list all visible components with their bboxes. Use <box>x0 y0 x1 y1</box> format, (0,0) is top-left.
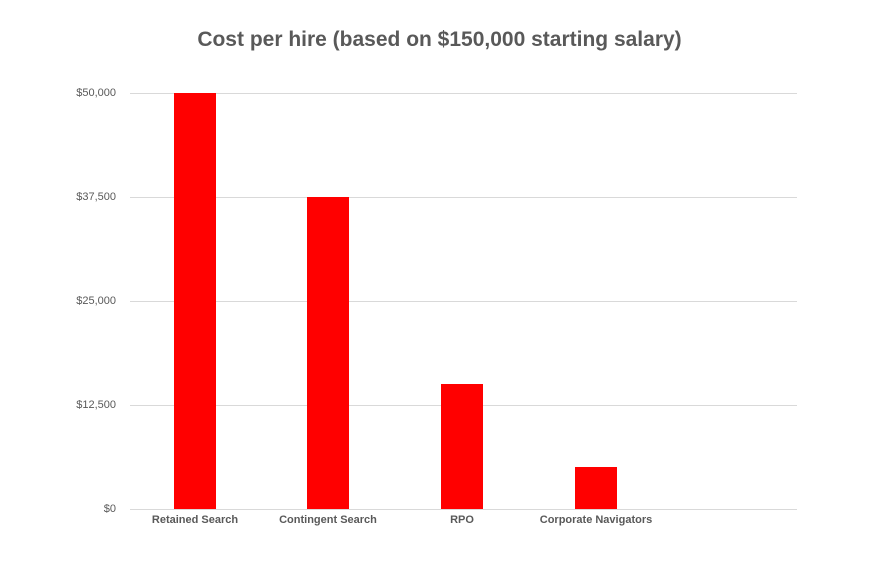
gridline <box>130 197 797 198</box>
y-tick-label: $25,000 <box>76 295 116 307</box>
x-tick-label: RPO <box>450 514 474 526</box>
gridline <box>130 301 797 302</box>
x-tick-label: Contingent Search <box>279 514 377 526</box>
x-tick-label: Corporate Navigators <box>539 514 653 526</box>
x-tick-label: Retained Search <box>151 514 239 526</box>
chart-title: Cost per hire (based on $150,000 startin… <box>197 28 682 51</box>
bar-corporate-navigators <box>575 467 617 509</box>
x-axis-line <box>130 509 797 510</box>
gridline <box>130 93 797 94</box>
y-tick-label: $0 <box>103 503 116 515</box>
y-tick-label: $12,500 <box>76 399 116 411</box>
bar-rpo <box>441 384 483 509</box>
y-tick-label: $50,000 <box>76 87 116 99</box>
y-tick-label: $37,500 <box>76 191 116 203</box>
bar-retained-search <box>174 93 216 509</box>
bar-contingent-search <box>307 197 349 509</box>
